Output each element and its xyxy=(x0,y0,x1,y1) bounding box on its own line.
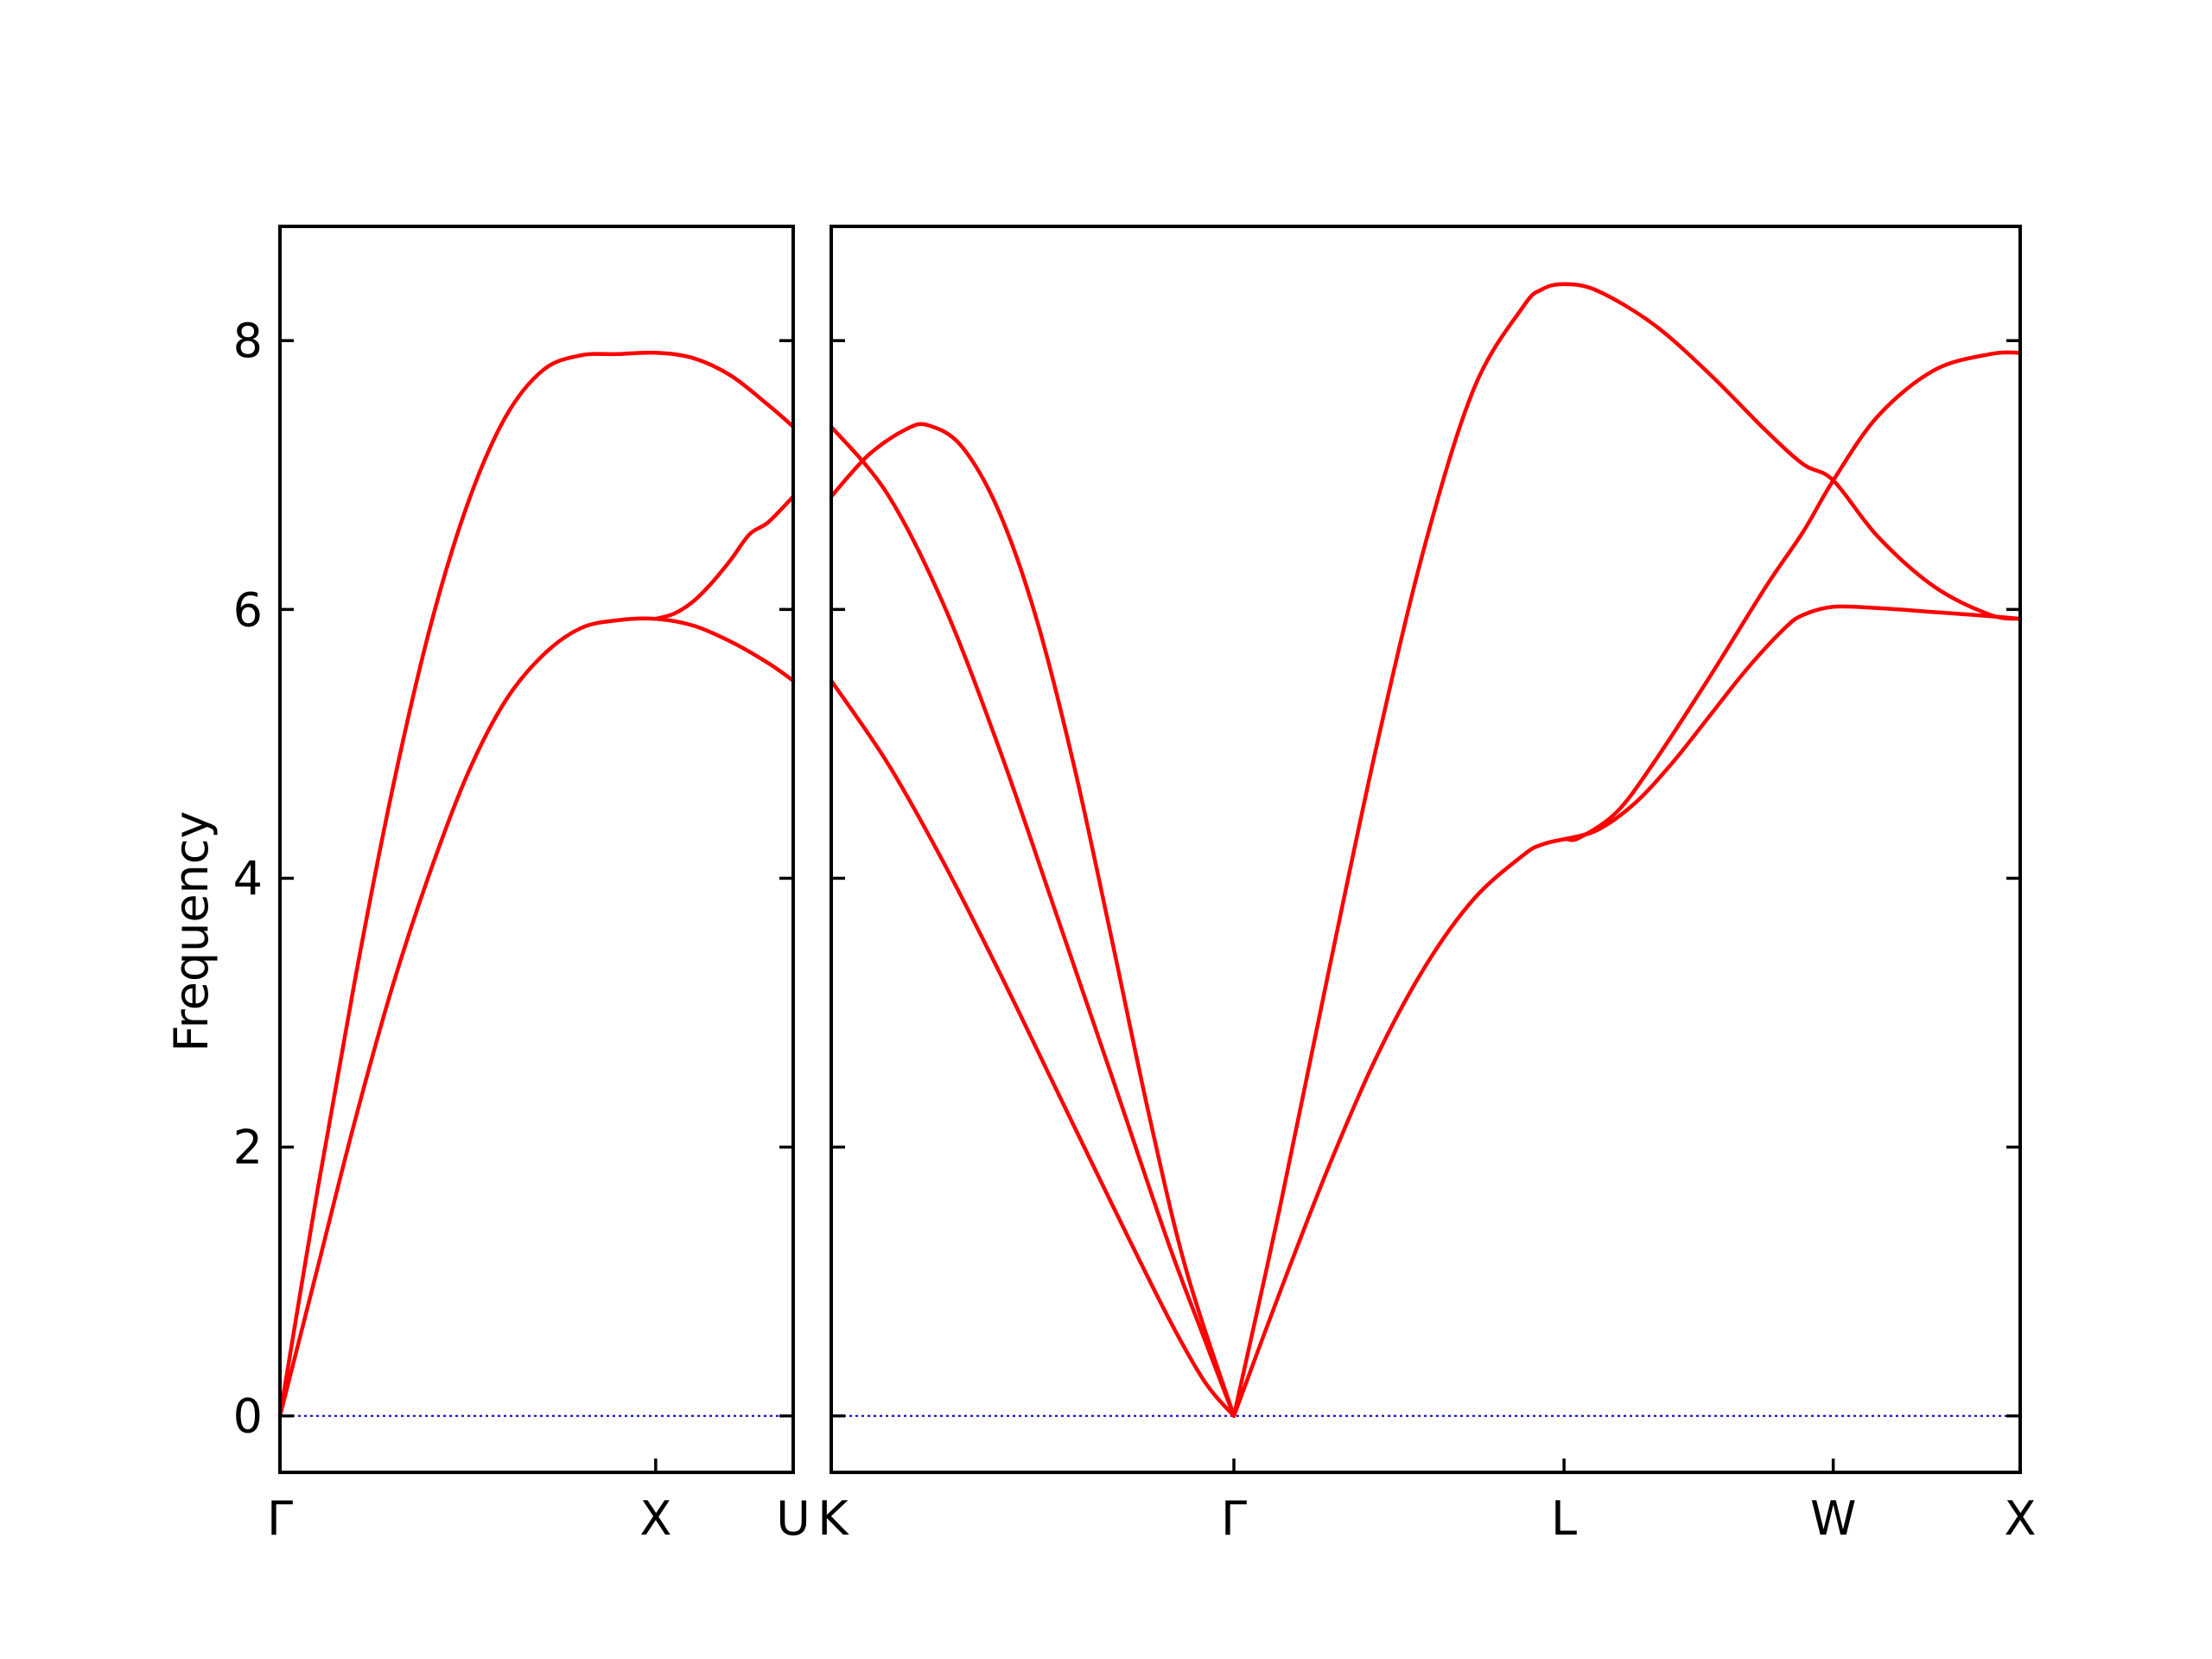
plot-frame xyxy=(278,225,795,1474)
x-tick-label: U xyxy=(776,1491,810,1546)
band-line xyxy=(829,678,1236,1418)
y-tick-label: 0 xyxy=(233,1389,263,1444)
band-line xyxy=(1231,282,2023,1418)
x-tick-label: W xyxy=(1810,1491,1856,1546)
y-axis-label: Frequency xyxy=(164,811,219,1052)
band-line xyxy=(829,422,1236,1418)
x-tick-label: X xyxy=(639,1491,671,1546)
y-tick-label: 2 xyxy=(233,1121,263,1175)
band-line xyxy=(653,494,796,621)
y-tick-label: 4 xyxy=(233,851,263,906)
x-tick-label: L xyxy=(1551,1491,1577,1546)
band-line xyxy=(277,350,796,1418)
y-tick-label: 6 xyxy=(233,582,263,637)
x-tick-label: Γ xyxy=(1221,1491,1247,1546)
x-tick-label: X xyxy=(2005,1491,2037,1546)
y-tick-label: 8 xyxy=(233,314,263,368)
x-tick-label: K xyxy=(817,1491,849,1546)
band-line xyxy=(829,424,1236,1418)
axes: 0 2 4 6 8 Γ X U K Γ L W X xyxy=(233,225,2037,1546)
band-line xyxy=(277,616,796,1418)
band-line xyxy=(1561,604,2023,842)
x-tick-label: Γ xyxy=(267,1491,293,1546)
phonon-bands xyxy=(277,282,2023,1418)
plot-frame xyxy=(830,225,2022,1474)
